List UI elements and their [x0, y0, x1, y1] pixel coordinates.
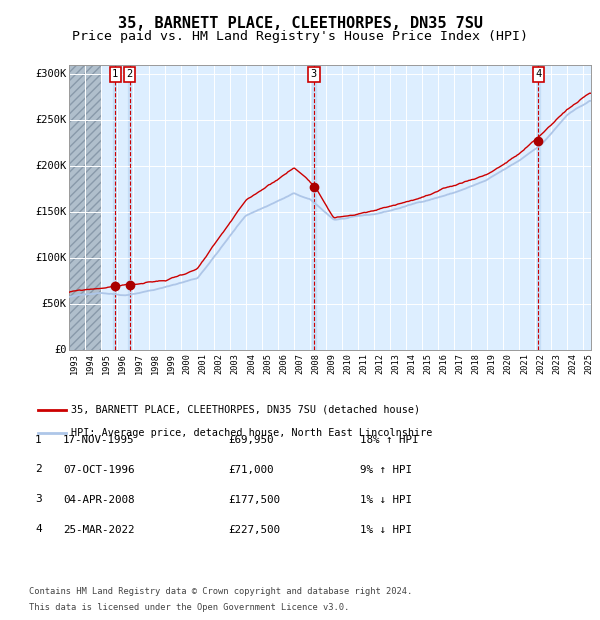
- Text: 1993: 1993: [70, 353, 79, 374]
- Text: 2: 2: [127, 69, 133, 79]
- Text: 1% ↓ HPI: 1% ↓ HPI: [360, 495, 412, 505]
- Bar: [312, 65, 316, 350]
- Bar: [113, 65, 117, 350]
- Text: 3: 3: [35, 494, 42, 504]
- Text: £250K: £250K: [35, 115, 67, 125]
- Text: This data is licensed under the Open Government Licence v3.0.: This data is licensed under the Open Gov…: [29, 603, 349, 612]
- Text: £71,000: £71,000: [228, 465, 274, 475]
- Text: 2021: 2021: [520, 353, 529, 374]
- Text: 2023: 2023: [552, 353, 561, 374]
- Text: 2022: 2022: [536, 353, 545, 374]
- Text: 2012: 2012: [376, 353, 385, 374]
- Text: 1% ↓ HPI: 1% ↓ HPI: [360, 525, 412, 534]
- Text: 2020: 2020: [504, 353, 513, 374]
- Text: 1: 1: [35, 435, 42, 445]
- Text: 1997: 1997: [134, 353, 143, 374]
- Text: 1: 1: [112, 69, 118, 79]
- Text: £69,950: £69,950: [228, 435, 274, 445]
- Text: 2013: 2013: [391, 353, 400, 374]
- Text: £150K: £150K: [35, 207, 67, 217]
- Text: 25-MAR-2022: 25-MAR-2022: [63, 525, 134, 534]
- Text: 04-APR-2008: 04-APR-2008: [63, 495, 134, 505]
- Text: £200K: £200K: [35, 161, 67, 171]
- Text: HPI: Average price, detached house, North East Lincolnshire: HPI: Average price, detached house, Nort…: [71, 428, 433, 438]
- Text: 1999: 1999: [167, 353, 176, 374]
- Text: 18% ↑ HPI: 18% ↑ HPI: [360, 435, 419, 445]
- Text: 1995: 1995: [103, 353, 112, 374]
- Text: 9% ↑ HPI: 9% ↑ HPI: [360, 465, 412, 475]
- Text: 2002: 2002: [215, 353, 224, 374]
- Text: 35, BARNETT PLACE, CLEETHORPES, DN35 7SU: 35, BARNETT PLACE, CLEETHORPES, DN35 7SU: [118, 16, 482, 30]
- Text: 07-OCT-1996: 07-OCT-1996: [63, 465, 134, 475]
- Text: 2017: 2017: [455, 353, 464, 374]
- Text: 2010: 2010: [343, 353, 352, 374]
- Text: £50K: £50K: [41, 299, 67, 309]
- Text: 2014: 2014: [407, 353, 416, 374]
- Text: 2008: 2008: [311, 353, 320, 374]
- Bar: [128, 65, 131, 350]
- Bar: [69, 65, 101, 350]
- Text: £177,500: £177,500: [228, 495, 280, 505]
- Text: 1998: 1998: [151, 353, 160, 374]
- Text: 3: 3: [311, 69, 317, 79]
- Text: £0: £0: [54, 345, 67, 355]
- Text: 1996: 1996: [118, 353, 127, 374]
- Text: 2009: 2009: [327, 353, 336, 374]
- Text: £300K: £300K: [35, 69, 67, 79]
- Text: Contains HM Land Registry data © Crown copyright and database right 2024.: Contains HM Land Registry data © Crown c…: [29, 587, 412, 596]
- Text: Price paid vs. HM Land Registry's House Price Index (HPI): Price paid vs. HM Land Registry's House …: [72, 30, 528, 43]
- Text: 35, BARNETT PLACE, CLEETHORPES, DN35 7SU (detached house): 35, BARNETT PLACE, CLEETHORPES, DN35 7SU…: [71, 405, 421, 415]
- Text: 2007: 2007: [295, 353, 304, 374]
- Text: 4: 4: [535, 69, 542, 79]
- Bar: [536, 65, 541, 350]
- Text: 2004: 2004: [247, 353, 256, 374]
- Text: 1994: 1994: [86, 353, 95, 374]
- Text: 2018: 2018: [472, 353, 481, 374]
- Text: 2: 2: [35, 464, 42, 474]
- Text: 2000: 2000: [182, 353, 191, 374]
- Text: 2019: 2019: [488, 353, 497, 374]
- Text: 17-NOV-1995: 17-NOV-1995: [63, 435, 134, 445]
- Text: 2025: 2025: [584, 353, 593, 374]
- Text: 2006: 2006: [279, 353, 288, 374]
- Text: 4: 4: [35, 524, 42, 534]
- Text: 2003: 2003: [231, 353, 240, 374]
- Text: 2024: 2024: [568, 353, 577, 374]
- Text: £227,500: £227,500: [228, 525, 280, 534]
- Text: 2005: 2005: [263, 353, 272, 374]
- Text: 2001: 2001: [199, 353, 208, 374]
- Text: 2015: 2015: [424, 353, 433, 374]
- Text: 2011: 2011: [359, 353, 368, 374]
- Text: £100K: £100K: [35, 254, 67, 264]
- Text: 2016: 2016: [440, 353, 449, 374]
